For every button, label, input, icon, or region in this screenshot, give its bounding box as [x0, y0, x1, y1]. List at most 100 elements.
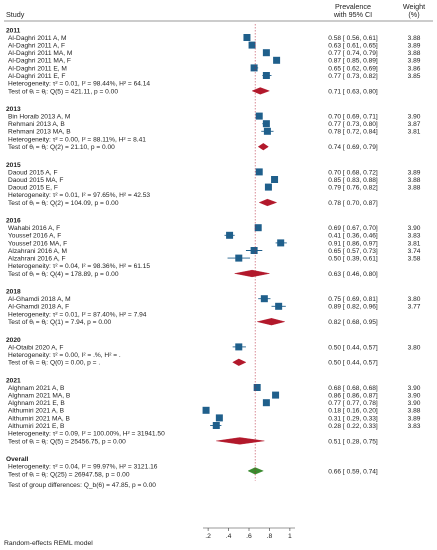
study-marker	[212, 422, 220, 429]
study-name: Alghnam 2021 A, B	[8, 385, 65, 392]
study-marker	[262, 399, 270, 407]
group-test-text: Test of θᵢ = θⱼ: Q(0) = 0.00, p = .	[8, 360, 100, 367]
estimate-text: 0.70 [ 0.69, 0.71]	[328, 114, 378, 121]
study-marker	[254, 224, 262, 232]
estimate-text: 0.65 [ 0.57, 0.73]	[328, 248, 378, 255]
study-name: Alzahrani 2016 A, M	[8, 248, 67, 255]
pooled-estimate-text: 0.82 [ 0.68, 0.95]	[328, 319, 378, 326]
study-name: Al-Daghri 2011 MA, M	[8, 50, 72, 57]
study-name: Althumiri 2021 MA, B	[8, 415, 71, 422]
overall-estimate-text: 0.66 [ 0.59, 0.74]	[328, 468, 378, 475]
heterogeneity-text: Heterogeneity: τ² = 0.00, I² = .%, H² = …	[8, 352, 121, 359]
weight-text: 3.83	[408, 423, 421, 430]
weight-text: 3.90	[408, 393, 421, 400]
estimate-text: 0.18 [ 0.16, 0.20]	[328, 408, 378, 415]
estimate-text: 0.77 [ 0.73, 0.80]	[328, 121, 378, 128]
estimate-text: 0.77 [ 0.73, 0.82]	[328, 73, 378, 80]
weight-text: 3.88	[408, 50, 421, 57]
footnote: Random-effects REML model	[4, 540, 93, 547]
weight-text: 3.88	[408, 408, 421, 415]
heterogeneity-text: Heterogeneity: τ² = 0.01, I² = 98.44%, H…	[8, 81, 150, 88]
estimate-text: 0.50 [ 0.44, 0.57]	[328, 344, 378, 351]
study-name: Alghnam 2021 E, B	[8, 400, 65, 407]
weight-text: 3.89	[408, 43, 421, 50]
study-name: Althumiri 2021 A, B	[8, 408, 65, 415]
estimate-text: 0.50 [ 0.39, 0.61]	[328, 256, 378, 263]
estimate-text: 0.75 [ 0.69, 0.81]	[328, 296, 378, 303]
study-marker	[273, 56, 281, 64]
study-name: Al-Ghamdi 2018 A, F	[8, 304, 69, 311]
study-marker	[277, 239, 285, 247]
weight-text: 3.58	[408, 256, 421, 263]
subgroup-diamond	[251, 87, 271, 95]
x-tick-label: .6	[246, 533, 252, 540]
group-label: 2015	[6, 162, 21, 169]
study-marker	[264, 183, 272, 191]
header-prevalence: Prevalence	[335, 2, 371, 11]
study-marker	[275, 302, 283, 310]
weight-text: 3.85	[408, 73, 421, 80]
weight-text: 3.80	[408, 296, 421, 303]
x-tick-label: .4	[226, 533, 232, 540]
group-label: 2011	[6, 27, 21, 34]
heterogeneity-text: Heterogeneity: τ² = 0.04, I² = 98.36%, H…	[8, 263, 150, 270]
study-name: Rehmani 2013 MA, B	[8, 129, 71, 136]
study-name: Al-Daghri 2011 MA, F	[8, 58, 71, 65]
pooled-estimate-text: 0.71 [ 0.63, 0.80]	[328, 88, 378, 95]
group-label: 2018	[6, 289, 21, 296]
estimate-text: 0.79 [ 0.76, 0.82]	[328, 185, 378, 192]
weight-text: 3.88	[408, 177, 421, 184]
group-label: 2016	[6, 218, 21, 225]
study-name: Youssef 2016 MA, F	[8, 240, 67, 247]
estimate-text: 0.89 [ 0.82, 0.96]	[328, 304, 378, 311]
study-name: Al-Daghri 2011 E, M	[8, 65, 67, 72]
group-differences-text: Test of group differences: Q_b(6) = 47.8…	[8, 482, 156, 489]
x-axis: .2 .4 .6 .8 1	[203, 527, 295, 540]
estimate-text: 0.41 [ 0.36, 0.46]	[328, 233, 378, 240]
group-label: 2020	[6, 337, 21, 344]
study-marker	[262, 120, 270, 128]
study-marker	[260, 295, 268, 303]
estimate-text: 0.65 [ 0.62, 0.69]	[328, 65, 378, 72]
group-label: 2021	[6, 377, 21, 384]
estimate-text: 0.78 [ 0.72, 0.84]	[328, 129, 378, 136]
study-name: Al-Ghamdi 2018 A, M	[8, 296, 71, 303]
overall-label: Overall	[6, 456, 29, 463]
study-name: Al-Otaibi 2020 A, F	[8, 344, 63, 351]
group-test-text: Test of θᵢ = θⱼ: Q(1) = 7.94, p = 0.00	[8, 319, 112, 326]
x-tick-label: .2	[205, 533, 211, 540]
weight-text: 3.81	[408, 129, 421, 136]
subgroup-diamond	[232, 358, 247, 366]
weight-text: 3.81	[408, 240, 421, 247]
study-name: Daoud 2015 E, F	[8, 185, 58, 192]
weight-text: 3.89	[408, 169, 421, 176]
study-marker	[271, 176, 279, 183]
weight-text: 3.88	[408, 185, 421, 192]
pooled-estimate-text: 0.50 [ 0.44, 0.57]	[328, 360, 378, 367]
overall-test-text: Test of θᵢ = θⱼ: Q(25) = 26947.58, p = 0…	[8, 471, 130, 478]
weight-text: 3.77	[408, 304, 421, 311]
study-name: Althumiri 2021 E, B	[8, 423, 65, 430]
estimate-text: 0.85 [ 0.83, 0.88]	[328, 177, 378, 184]
estimate-text: 0.70 [ 0.68, 0.72]	[328, 169, 378, 176]
weight-text: 3.74	[408, 248, 421, 255]
study-marker	[253, 384, 261, 391]
study-marker	[248, 41, 256, 49]
pooled-estimate-text: 0.74 [ 0.69, 0.79]	[328, 144, 378, 151]
overall-heterogeneity-text: Heterogeneity: τ² = 0.04, I² = 99.97%, H…	[8, 464, 158, 471]
x-tick-label: 1	[288, 533, 292, 540]
weight-text: 3.89	[408, 415, 421, 422]
study-marker	[250, 247, 258, 254]
x-tick-label: .8	[267, 533, 273, 540]
weight-text: 3.90	[408, 225, 421, 232]
study-name: Rehmani 2013 A, B	[8, 121, 65, 128]
study-marker	[255, 112, 263, 120]
study-marker	[272, 391, 280, 399]
pooled-estimate-text: 0.63 [ 0.46, 0.80]	[328, 271, 378, 278]
heterogeneity-text: Heterogeneity: τ² = 0.00, I² = 88.11%, H…	[8, 136, 146, 143]
estimate-text: 0.63 [ 0.61, 0.65]	[328, 43, 378, 50]
study-marker	[235, 343, 243, 351]
study-name: Daoud 2015 MA, F	[8, 177, 63, 184]
weight-text: 3.87	[408, 121, 421, 128]
